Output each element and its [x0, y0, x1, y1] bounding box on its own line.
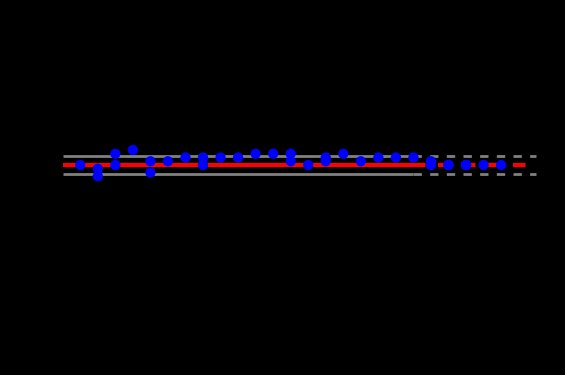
Point	[357, 158, 366, 164]
Point	[427, 158, 436, 164]
Point	[409, 154, 418, 160]
Point	[392, 154, 401, 160]
Point	[76, 162, 85, 168]
Point	[251, 151, 260, 157]
Point	[339, 151, 348, 157]
Point	[462, 162, 471, 168]
Point	[146, 158, 155, 164]
Point	[374, 154, 383, 160]
Point	[321, 154, 331, 160]
Point	[286, 158, 295, 164]
Point	[93, 173, 102, 179]
Point	[198, 162, 207, 168]
Point	[497, 162, 506, 168]
Point	[181, 154, 190, 160]
Point	[111, 151, 120, 157]
Point	[163, 158, 172, 164]
Point	[479, 162, 488, 168]
Point	[462, 162, 471, 168]
Point	[462, 162, 471, 168]
Point	[286, 151, 295, 157]
Point	[444, 162, 453, 168]
Point	[128, 147, 137, 153]
Point	[268, 151, 277, 157]
Point	[233, 154, 242, 160]
Point	[146, 170, 155, 176]
Point	[427, 162, 436, 168]
Point	[198, 154, 207, 160]
Point	[321, 158, 331, 164]
Point	[444, 162, 453, 168]
Point	[304, 162, 313, 168]
Point	[216, 154, 225, 160]
Point	[444, 162, 453, 168]
Point	[111, 162, 120, 168]
Point	[93, 166, 102, 172]
